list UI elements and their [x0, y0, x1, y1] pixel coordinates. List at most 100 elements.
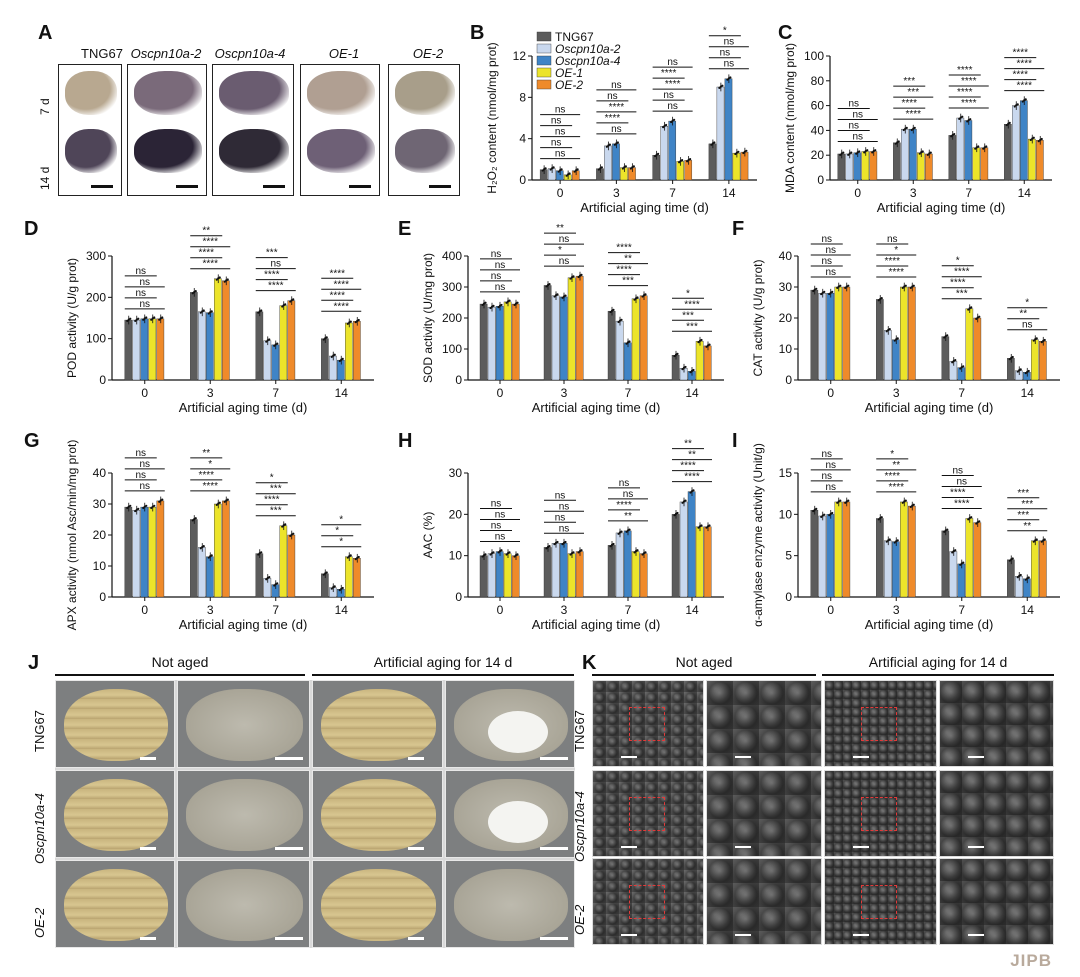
data-point [836, 286, 839, 289]
sod-activity-chart: 01002003004000nsnsnsns3ns*ns**7*********… [421, 223, 724, 415]
significance-label: **** [884, 256, 900, 267]
aac-chart: 01020300nsnsnsns3nsnsnsns7******nsns14**… [421, 439, 724, 632]
bar-oscpn10a-4 [668, 120, 677, 181]
data-point [1011, 557, 1014, 560]
y-tick-label: 30 [449, 466, 463, 480]
bar-tng67 [708, 143, 717, 181]
significance-label: **** [329, 290, 345, 301]
data-point [142, 506, 145, 510]
significance-label: ** [688, 450, 696, 461]
a-header-oscpn10a-2: Oscpn10a-2 [130, 46, 202, 61]
significance-label: **** [888, 482, 904, 493]
significance-label: ns [821, 471, 832, 482]
y-tick-label: 40 [93, 466, 107, 480]
bar-oscpn10a-4 [271, 344, 280, 381]
zoom-region-box [861, 707, 897, 741]
x-axis-label: Artificial aging time (d) [532, 400, 661, 415]
bar-oe-1 [503, 301, 512, 381]
x-tick-label: 7 [625, 386, 632, 400]
y-tick-label: 200 [86, 290, 106, 304]
y-tick-label: 60 [811, 99, 825, 113]
data-point [569, 553, 572, 556]
data-point [951, 361, 954, 364]
data-point [210, 310, 213, 313]
seed-photo-box [58, 64, 122, 196]
data-point [912, 284, 915, 287]
j-row-label-tng67: TNG67 [32, 710, 47, 752]
bar-oe-2 [511, 555, 520, 598]
significance-label: ns [495, 282, 506, 293]
bar-oscpn10a-4 [1023, 578, 1031, 598]
data-point [265, 578, 268, 581]
data-point [333, 353, 336, 356]
seed-cluster [65, 129, 117, 173]
data-point [888, 538, 891, 541]
significance-label: ns [551, 138, 562, 149]
significance-label: ns [135, 266, 146, 277]
significance-label: **** [684, 472, 700, 483]
data-point [560, 168, 563, 171]
significance-label: * [558, 245, 562, 256]
data-point [921, 150, 924, 153]
data-point [612, 542, 615, 546]
significance-label: ns [491, 271, 502, 282]
sem-image-cell [706, 680, 822, 767]
sem-image-cell [824, 858, 937, 945]
panel-letter-c: C [778, 22, 793, 44]
bar-oe-2 [973, 522, 982, 598]
data-point [489, 306, 492, 310]
bar-oe-2 [222, 280, 230, 381]
data-point [880, 516, 883, 519]
significance-label: **** [957, 65, 973, 76]
whole-grain [321, 869, 436, 941]
bar-oscpn10a-4 [612, 143, 620, 181]
bar-oscpn10a-4 [555, 170, 564, 181]
x-axis-label: Artificial aging time (d) [580, 200, 709, 215]
data-point [199, 547, 202, 550]
bar-oscpn10a-4 [1023, 372, 1031, 381]
sem-image-cell [939, 858, 1054, 945]
y-tick-label: 300 [86, 249, 106, 263]
data-point [557, 170, 560, 173]
significance-label: ns [720, 48, 731, 59]
x-tick-label: 14 [685, 603, 699, 617]
sem-image-cell [939, 770, 1054, 857]
bar-oscpn10a-4 [1020, 100, 1028, 181]
cut-grain [186, 689, 303, 761]
data-point [700, 338, 703, 342]
data-point [484, 301, 487, 304]
bar-oe-1 [676, 161, 685, 181]
x-tick-label: 3 [910, 186, 917, 200]
x-axis-label: Artificial aging time (d) [877, 200, 1006, 215]
significance-label: *** [682, 310, 694, 321]
bar-oscpn10a-2 [845, 153, 854, 181]
y-axis-label: POD activity (U/g prot) [65, 258, 79, 378]
data-point [505, 553, 508, 556]
bar-oe-1 [972, 147, 981, 181]
significance-label: **** [684, 299, 700, 310]
data-point [1016, 576, 1019, 579]
data-point [492, 304, 495, 307]
significance-label: **** [333, 301, 349, 312]
scale-bar [275, 937, 303, 940]
j-rule-not-aged [55, 674, 305, 676]
data-point [894, 142, 897, 145]
x-tick-label: 7 [965, 186, 972, 200]
bar-oscpn10a-2 [679, 368, 688, 381]
seed-photo-box [300, 64, 380, 196]
significance-label: *** [956, 289, 968, 300]
zoom-region-box [861, 885, 897, 919]
significance-label: *** [903, 76, 915, 87]
data-point [513, 555, 516, 558]
data-point [1011, 355, 1014, 359]
significance-label: *** [622, 276, 634, 287]
a-header-oscpn10a-4: Oscpn10a-4 [214, 46, 286, 61]
bar-oe-1 [732, 152, 741, 181]
data-point [600, 166, 603, 169]
data-point [134, 319, 137, 323]
significance-label: ns [848, 98, 859, 109]
y-tick-label: 0 [99, 373, 106, 387]
significance-label: * [1025, 298, 1029, 309]
data-point [516, 553, 519, 556]
bar-oe-1 [567, 277, 576, 381]
